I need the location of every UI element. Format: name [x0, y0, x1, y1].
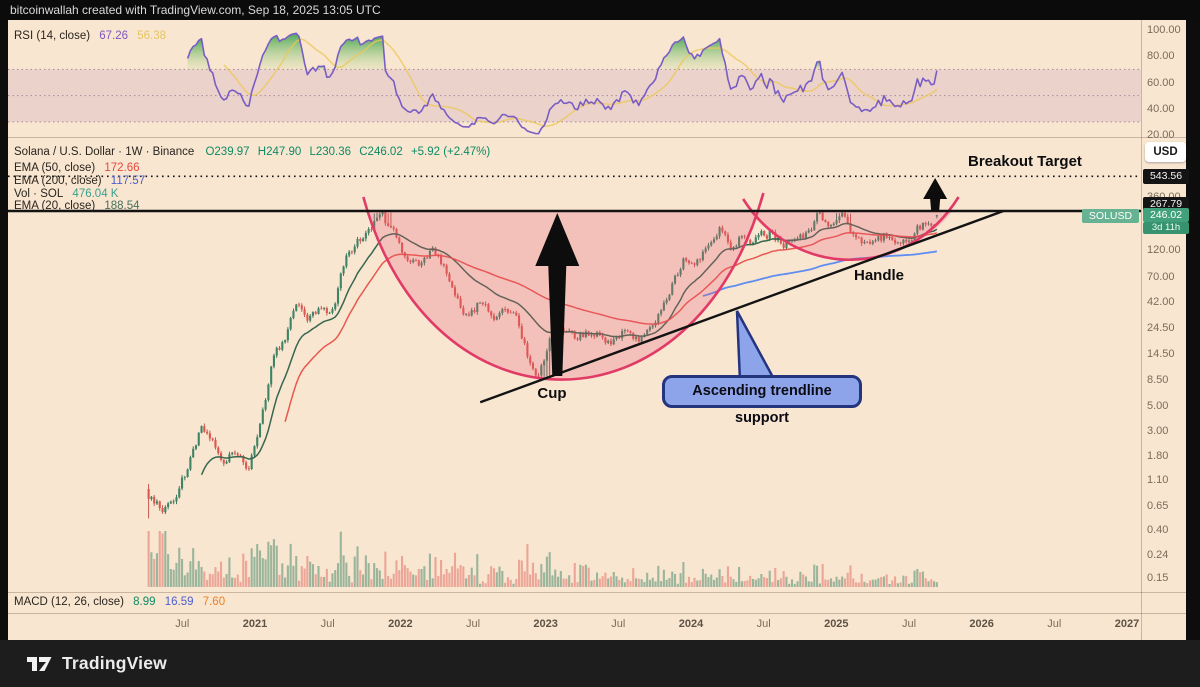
rsi-series — [186, 32, 938, 135]
currency-toggle-button[interactable]: USD — [1145, 142, 1186, 162]
handle-label[interactable]: Handle — [853, 267, 904, 284]
cup-label[interactable]: Cup — [537, 385, 567, 402]
ema20-value: 188.54 — [104, 200, 140, 212]
symbol-title: Solana / U.S. Dollar · 1W · Binance — [14, 146, 195, 158]
ema50-value: 172.66 — [104, 161, 140, 174]
volume-legend[interactable]: Vol · SOL 476.04 K — [14, 188, 124, 200]
ohlc-low: L230.36 — [309, 146, 352, 158]
macd-signal-value: 16.59 — [164, 596, 194, 608]
breakout-price-badge: 543.56 — [1143, 169, 1189, 184]
ema200-legend[interactable]: EMA (200, close) 117.57 — [14, 175, 151, 187]
ohlc-change: +5.92 (+2.47%) — [410, 146, 491, 158]
bar-countdown-badge: 3d 11h — [1143, 222, 1189, 234]
ohlc-high: H247.90 — [257, 146, 302, 158]
brand-name: TradingView — [62, 653, 167, 673]
tradingview-logo-icon — [27, 656, 52, 671]
pane-separator-macd — [8, 592, 1186, 593]
macd-label: MACD (12, 26, close) — [14, 596, 124, 608]
macd-value: 8.99 — [133, 596, 156, 608]
rsi-signal-value: 56.38 — [137, 30, 167, 42]
ema20-label: EMA (20, close) — [14, 200, 96, 212]
breakout-target-label[interactable]: Breakout Target — [968, 153, 1082, 170]
arrow-annotations[interactable] — [535, 178, 948, 383]
pane-separator-rsi — [8, 136, 1186, 138]
ema50-label: EMA (50, close) — [14, 161, 96, 174]
rsi-band — [8, 68, 1141, 123]
rsi-value: 67.26 — [99, 30, 129, 42]
ema50-legend[interactable]: EMA (50, close) 172.66 — [14, 162, 146, 174]
ema200-label: EMA (200, close) — [14, 175, 102, 187]
volume-series — [147, 531, 938, 587]
cup-and-handle-drawing[interactable] — [362, 192, 960, 381]
volume-value: 476.04 K — [72, 188, 119, 200]
attribution-bar: bitcoinwallah created with TradingView.c… — [0, 0, 1200, 20]
ema-lines — [200, 222, 938, 476]
symbol-price-tag: SOLUSD — [1082, 209, 1139, 223]
trendline-callout[interactable]: Ascending trendline support — [662, 375, 862, 426]
last-price-badge: 246.02 — [1143, 208, 1189, 222]
price-axis-separator — [1141, 20, 1142, 640]
chart-background — [8, 20, 1186, 640]
ohlc-open: O239.97 — [205, 146, 250, 158]
rsi-legend[interactable]: RSI (14, close) 67.26 56.38 — [14, 30, 172, 42]
macd-legend[interactable]: MACD (12, 26, close) 8.99 16.59 7.60 — [14, 596, 231, 608]
macd-hist-value: 7.60 — [202, 596, 226, 608]
trend-lines[interactable] — [8, 175, 1141, 404]
symbol-legend[interactable]: Solana / U.S. Dollar · 1W · Binance O239… — [14, 146, 496, 158]
ema20-legend[interactable]: EMA (20, close) 188.54 — [14, 200, 146, 212]
brand-footer[interactable]: TradingView — [0, 640, 1200, 687]
ohlc-close: C246.02 — [359, 146, 403, 158]
rsi-legend-label: RSI (14, close) — [14, 30, 91, 42]
attribution-text: bitcoinwallah created with TradingView.c… — [10, 3, 381, 17]
time-axis-separator — [8, 612, 1186, 614]
ema200-value: 117.57 — [110, 175, 146, 187]
volume-label: Vol · SOL — [14, 188, 64, 200]
